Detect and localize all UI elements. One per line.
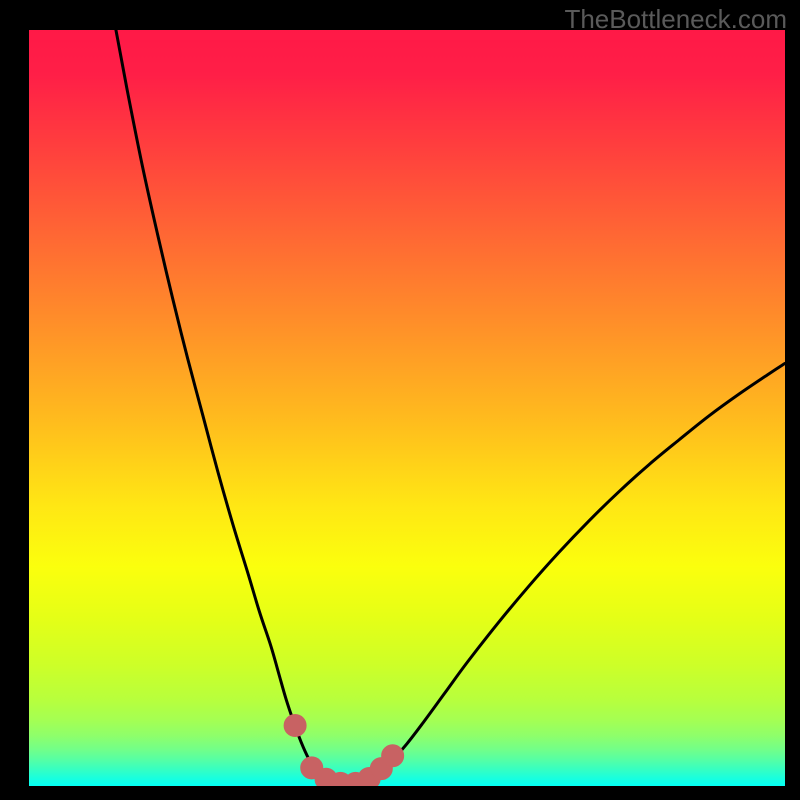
gradient-background	[29, 30, 785, 786]
marker-point	[382, 745, 404, 767]
marker-point	[284, 715, 306, 737]
watermark-text: TheBottleneck.com	[564, 4, 787, 35]
chart-svg	[29, 30, 785, 786]
plot-area	[29, 30, 785, 786]
